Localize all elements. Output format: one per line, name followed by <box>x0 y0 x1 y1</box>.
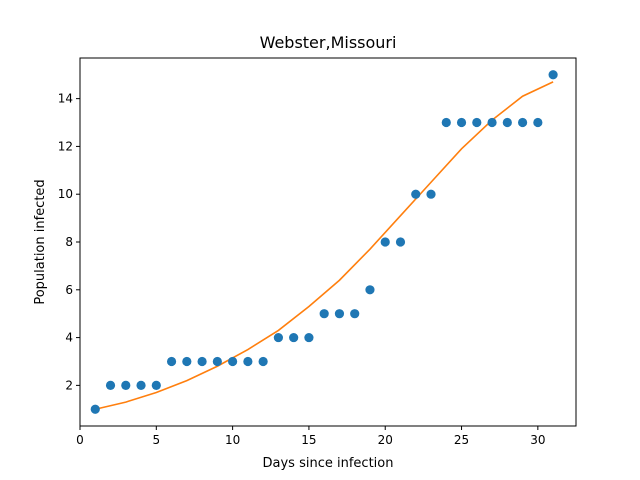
data-point <box>517 117 528 128</box>
data-point <box>228 356 238 367</box>
y-tick-label: 4 <box>65 331 73 345</box>
data-point <box>472 117 482 128</box>
fit-curve-line <box>95 81 554 411</box>
data-point <box>182 356 192 367</box>
data-point <box>166 356 177 367</box>
y-tick-label: 14 <box>58 92 73 106</box>
data-point <box>258 356 268 367</box>
x-tick-label: 0 <box>76 433 84 447</box>
data-point <box>411 189 421 199</box>
y-tick-label: 8 <box>65 235 73 249</box>
y-tick-label: 6 <box>65 283 73 297</box>
x-tick-label: 5 <box>152 433 160 447</box>
data-point <box>243 356 253 367</box>
data-point <box>212 356 222 367</box>
data-point <box>90 404 100 414</box>
data-point <box>487 117 497 128</box>
x-axis-label: Days since infection <box>263 456 394 471</box>
data-point <box>548 70 558 80</box>
data-point <box>395 237 406 247</box>
data-point <box>197 356 207 367</box>
x-tick-label: 25 <box>454 433 469 447</box>
data-point <box>334 309 345 319</box>
data-point <box>533 117 543 128</box>
chart-title: Webster,Missouri <box>260 33 397 52</box>
y-tick-label: 2 <box>65 378 73 392</box>
data-point <box>289 332 299 343</box>
data-point <box>350 309 360 319</box>
data-point <box>136 380 146 390</box>
data-point <box>365 285 375 295</box>
data-point <box>273 332 283 343</box>
x-tick-label: 15 <box>301 433 316 447</box>
y-axis-label: Population infected <box>33 179 48 304</box>
x-tick-label: 30 <box>530 433 545 447</box>
data-point <box>502 117 512 128</box>
plot-area: 0 5 10 15 20 25 30 2 4 6 8 10 12 14 <box>58 57 577 447</box>
data-point <box>151 380 161 390</box>
data-point <box>105 380 116 390</box>
data-point <box>426 189 436 199</box>
data-point <box>121 380 131 390</box>
y-tick-label: 12 <box>58 139 73 153</box>
data-point <box>304 332 314 343</box>
x-tick-label: 10 <box>225 433 240 447</box>
data-point <box>380 237 390 247</box>
x-tick-label: 20 <box>378 433 393 447</box>
data-point <box>319 309 329 319</box>
data-point <box>441 117 451 128</box>
y-tick-label: 10 <box>58 187 73 201</box>
data-point <box>456 117 467 128</box>
